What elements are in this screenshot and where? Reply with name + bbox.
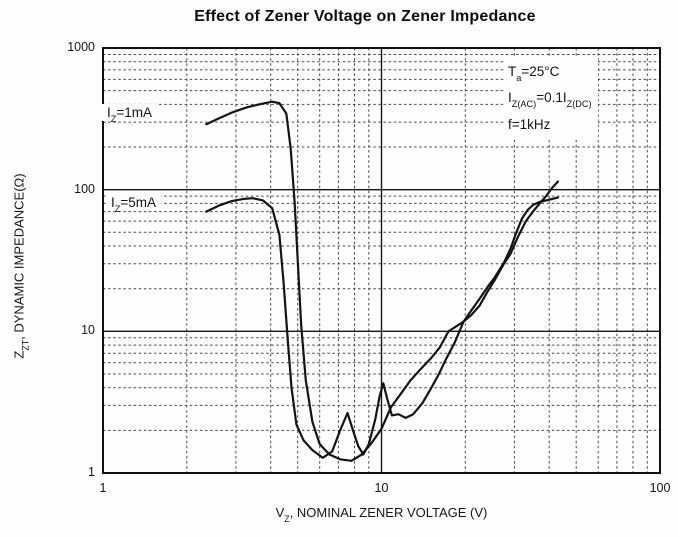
curve-5ma	[205, 196, 559, 459]
series-label-5ma: IZ=5mA	[106, 194, 162, 214]
chart-title: Effect of Zener Voltage on Zener Impedan…	[194, 8, 536, 25]
x-axis-label: VZ, NOMINAL ZENER VOLTAGE (V)	[275, 505, 488, 524]
y-tick-label: 1	[88, 465, 95, 479]
x-tick-label: 1	[99, 481, 107, 495]
series-label-1ma: IZ=1mA	[102, 104, 158, 124]
conditions-annotation: Ta=25°C IZ(AC)=0.1IZ(DC) f=1kHz	[504, 57, 598, 140]
y-axis-label: ZZT, DYNAMIC IMPEDANCE(Ω)	[11, 173, 31, 359]
x-tick-label: 100	[649, 481, 671, 495]
annotation-ac-current: IZ(AC)=0.1IZ(DC)	[508, 90, 592, 110]
annotation-temperature: Ta=25°C	[508, 64, 560, 84]
x-tick-label: 10	[374, 481, 389, 495]
annotation-frequency: f=1kHz	[508, 116, 551, 132]
y-tick-label: 1000	[67, 40, 95, 54]
y-tick-label: 100	[74, 181, 95, 196]
y-tick-label: 10	[81, 323, 95, 338]
